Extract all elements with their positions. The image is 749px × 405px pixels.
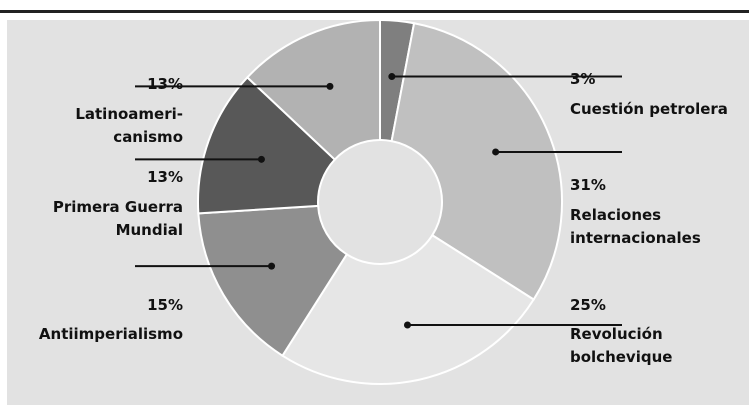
slice-name-label-5-1: canismo: [113, 128, 183, 146]
slice-name-label-3-0: Antiimperialismo: [39, 325, 183, 343]
slice-name-label-4-1: Mundial: [116, 221, 183, 239]
slice-name-label-5-0: Latinoameri-: [75, 105, 183, 123]
percent-label-4: 13%: [147, 168, 183, 186]
slice-name-label-2-1: bolchevique: [570, 348, 672, 366]
top-rule: [0, 10, 749, 13]
slice-name-label-1-0: Relaciones: [570, 206, 661, 224]
slice-name-label-4-0: Primera Guerra: [53, 198, 183, 216]
slice-name-label-2-0: Revolución: [570, 325, 663, 343]
slice-name-label-0-0: Cuestión petrolera: [570, 100, 728, 118]
percent-label-5: 13%: [147, 75, 183, 93]
percent-label-2: 25%: [570, 296, 606, 314]
percent-label-0: 3%: [570, 70, 595, 88]
leaders-layer: [135, 73, 622, 329]
percent-label-3: 15%: [147, 296, 183, 314]
slice-2: [281, 233, 536, 385]
slice-4: [197, 75, 337, 215]
slices-layer: [197, 18, 563, 385]
slice-5: [245, 18, 381, 161]
slice-1: [390, 22, 563, 301]
labels-layer: 3% Cuestión petrolera 31% Relaciones interna…: [39, 70, 728, 366]
slice-3: [197, 204, 349, 358]
percent-label-1: 31%: [570, 176, 606, 194]
slice-name-label-1-1: internacionales: [570, 229, 701, 247]
